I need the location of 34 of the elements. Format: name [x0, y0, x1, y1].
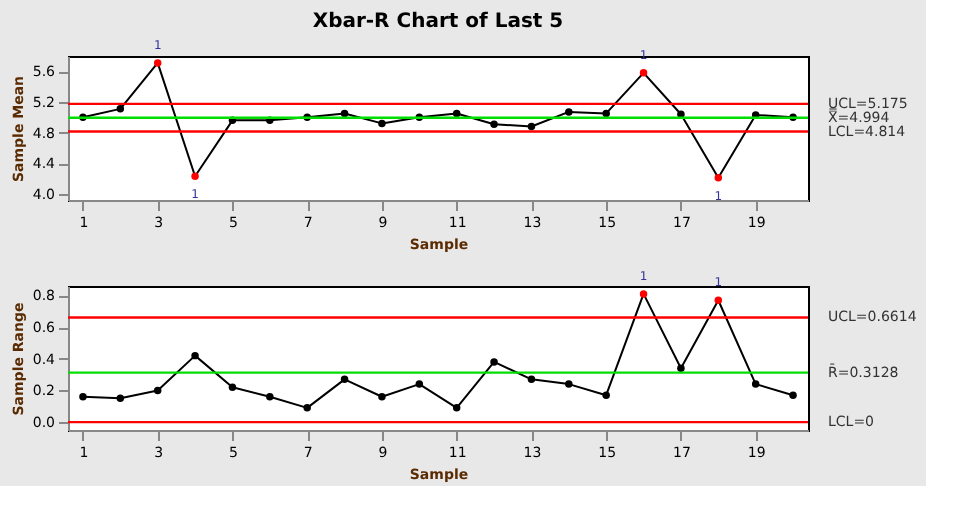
point	[565, 380, 573, 388]
point	[340, 109, 349, 118]
chart-title: Xbar-R Chart of Last 5	[312, 10, 564, 33]
point	[303, 404, 311, 412]
point	[452, 404, 461, 412]
point	[527, 122, 536, 131]
point	[116, 394, 125, 403]
point	[378, 393, 386, 401]
point	[191, 351, 199, 360]
point	[153, 386, 162, 395]
point	[340, 375, 349, 384]
point	[228, 383, 237, 392]
point	[677, 364, 685, 373]
point	[452, 109, 461, 118]
point	[639, 69, 648, 77]
point	[714, 296, 723, 304]
point	[789, 391, 797, 399]
point	[751, 380, 760, 388]
point	[191, 172, 199, 180]
point	[415, 380, 424, 388]
point	[153, 59, 162, 67]
point	[602, 391, 610, 399]
point	[378, 119, 386, 128]
point	[490, 358, 498, 366]
point	[714, 174, 723, 182]
point	[565, 108, 573, 116]
point	[266, 393, 274, 401]
point	[527, 375, 536, 384]
point	[639, 290, 648, 298]
point	[602, 109, 610, 118]
point	[490, 120, 498, 128]
point	[79, 393, 87, 401]
point	[677, 110, 685, 118]
point	[116, 105, 125, 113]
